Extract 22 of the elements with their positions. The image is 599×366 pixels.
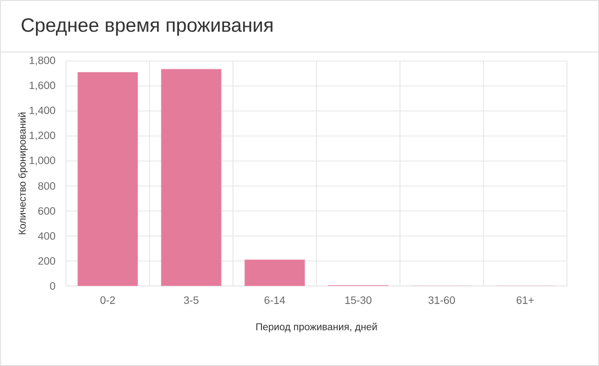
x-tick-label: 6-14	[264, 296, 286, 304]
chart-title: Среднее время проживания	[22, 18, 272, 36]
y-tick-label: 1,800	[30, 56, 56, 66]
y-axis-title: Количество бронирований	[18, 112, 28, 234]
x-tick-label: 3-5	[184, 296, 198, 304]
bar	[160, 68, 222, 286]
bar	[244, 259, 305, 286]
y-tick-label: 800	[38, 182, 56, 190]
y-tick-label: 200	[38, 257, 56, 265]
y-tick-label: 0	[50, 282, 56, 290]
x-tick-label: 61+	[516, 296, 534, 304]
x-tick-label: 0-2	[100, 296, 115, 304]
y-tick-label: 600	[38, 207, 56, 215]
x-axis-title: Период проживания, дней	[256, 322, 377, 332]
x-tick-label: 15-30	[345, 296, 372, 304]
y-tick-label: 1,200	[30, 132, 56, 140]
y-tick-label: 1,600	[30, 82, 56, 90]
y-tick-label: 1,400	[30, 106, 56, 116]
y-tick-label: 1,000	[30, 156, 56, 166]
x-tick-label: 31-60	[428, 296, 455, 304]
y-tick-label: 400	[38, 232, 56, 240]
bar	[77, 72, 138, 286]
